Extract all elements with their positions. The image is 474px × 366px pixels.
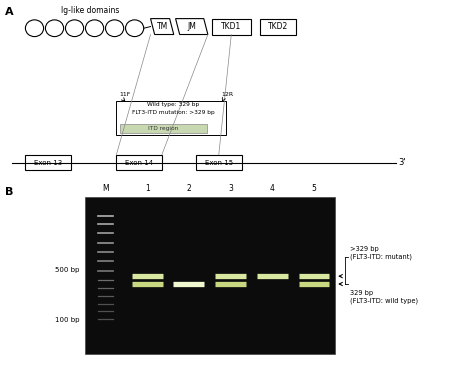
Polygon shape — [151, 19, 174, 34]
FancyBboxPatch shape — [117, 154, 162, 171]
Text: 12R: 12R — [221, 92, 233, 97]
Text: M: M — [102, 184, 109, 193]
Text: 3': 3' — [399, 158, 406, 167]
Text: JM: JM — [187, 22, 196, 31]
Text: >329 bp
(FLT3-ITD: mutant): >329 bp (FLT3-ITD: mutant) — [350, 246, 412, 260]
Text: Exon 15: Exon 15 — [205, 160, 233, 165]
Text: Wild type: 329 bp: Wild type: 329 bp — [147, 102, 200, 107]
Text: TM: TM — [156, 22, 168, 31]
FancyBboxPatch shape — [84, 197, 335, 354]
Text: 11F: 11F — [119, 92, 131, 97]
Text: 100 bp: 100 bp — [55, 317, 79, 323]
Text: 4: 4 — [270, 184, 275, 193]
FancyBboxPatch shape — [260, 19, 296, 34]
Text: Exon 14: Exon 14 — [125, 160, 153, 165]
Text: ITD region: ITD region — [148, 126, 178, 131]
Text: 5: 5 — [311, 184, 317, 193]
FancyBboxPatch shape — [196, 154, 242, 171]
Text: 329 bp
(FLT3-ITD: wild type): 329 bp (FLT3-ITD: wild type) — [350, 290, 419, 305]
Text: 2: 2 — [186, 184, 191, 193]
Text: TKD2: TKD2 — [268, 22, 288, 31]
Text: Exon 13: Exon 13 — [34, 160, 62, 165]
Text: Ig-like domains: Ig-like domains — [61, 6, 119, 15]
Text: A: A — [5, 7, 14, 17]
Text: TKD1: TKD1 — [221, 22, 241, 31]
FancyBboxPatch shape — [120, 124, 207, 133]
FancyBboxPatch shape — [117, 101, 226, 135]
Polygon shape — [175, 19, 208, 34]
Text: FLT3-ITD mutation: >329 bp: FLT3-ITD mutation: >329 bp — [132, 110, 215, 115]
Text: 3: 3 — [228, 184, 233, 193]
FancyBboxPatch shape — [212, 19, 251, 34]
Text: 1: 1 — [145, 184, 149, 193]
Text: 500 bp: 500 bp — [55, 267, 79, 273]
Text: B: B — [5, 187, 13, 197]
FancyBboxPatch shape — [26, 154, 71, 171]
